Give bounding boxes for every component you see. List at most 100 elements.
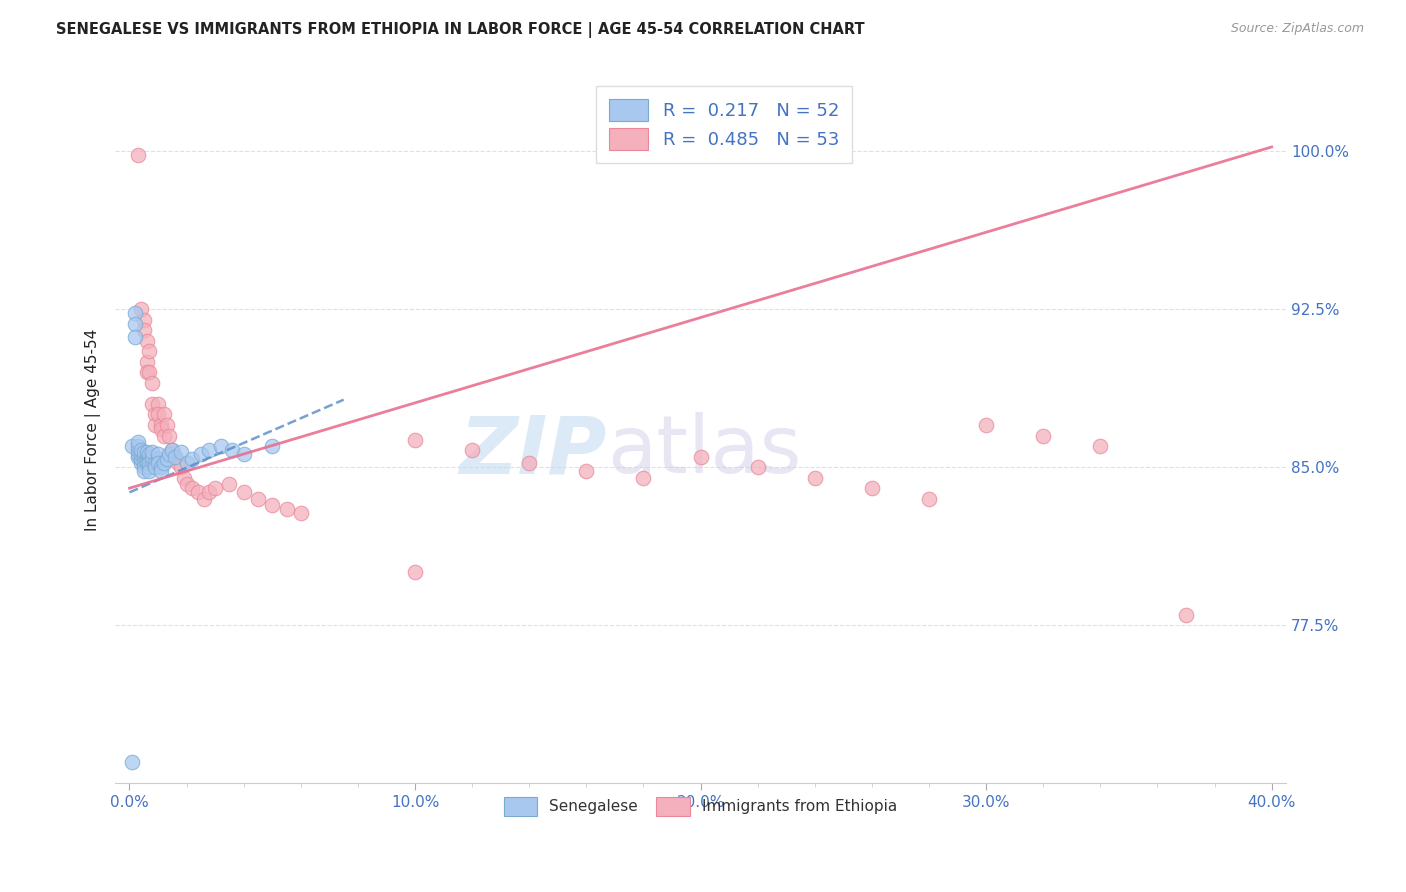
Point [246, 491, 269, 506]
Point [149, 417, 172, 432]
Point [152, 428, 174, 442]
Point [187, 485, 209, 500]
Text: atlas: atlas [607, 412, 801, 491]
Point [121, 755, 143, 769]
Point [173, 470, 195, 484]
Point [190, 447, 212, 461]
Point [132, 460, 155, 475]
Point [143, 408, 166, 422]
Point [129, 451, 152, 466]
Point [1032, 428, 1054, 442]
Point [193, 491, 215, 506]
Point [155, 417, 177, 432]
Y-axis label: In Labor Force | Age 45-54: In Labor Force | Age 45-54 [86, 329, 101, 532]
Point [124, 306, 146, 320]
Point [209, 439, 232, 453]
Point [146, 408, 169, 422]
Legend: Senegalese, Immigrants from Ethiopia: Senegalese, Immigrants from Ethiopia [495, 788, 907, 825]
Point [127, 447, 149, 461]
Point [127, 148, 149, 162]
Point [141, 397, 163, 411]
Point [143, 417, 166, 432]
Text: SENEGALESE VS IMMIGRANTS FROM ETHIOPIA IN LABOR FORCE | AGE 45-54 CORRELATION CH: SENEGALESE VS IMMIGRANTS FROM ETHIOPIA I… [56, 22, 865, 38]
Point [181, 481, 204, 495]
Point [461, 443, 484, 458]
Point [221, 443, 243, 458]
Point [132, 456, 155, 470]
Point [747, 460, 769, 475]
Point [132, 450, 155, 464]
Point [138, 451, 160, 466]
Point [138, 460, 160, 475]
Point [127, 443, 149, 458]
Point [138, 365, 160, 379]
Point [141, 450, 163, 464]
Point [276, 502, 298, 516]
Point [404, 433, 426, 447]
Point [138, 344, 160, 359]
Point [689, 450, 711, 464]
Point [262, 498, 284, 512]
Point [143, 456, 166, 470]
Point [204, 481, 226, 495]
Point [127, 450, 149, 464]
Point [170, 460, 193, 475]
Point [575, 464, 598, 478]
Point [127, 439, 149, 453]
Point [129, 443, 152, 458]
Point [149, 464, 172, 478]
Point [149, 422, 172, 436]
Point [159, 447, 181, 461]
Point [517, 456, 540, 470]
Point [135, 454, 157, 468]
Point [138, 447, 160, 461]
Point [170, 445, 193, 459]
Point [918, 491, 941, 506]
Point [138, 464, 160, 478]
Point [290, 507, 312, 521]
Point [152, 408, 174, 422]
Point [141, 454, 163, 468]
Point [162, 443, 184, 458]
Point [141, 445, 163, 459]
Point [167, 456, 190, 470]
Point [138, 456, 160, 470]
Point [218, 477, 240, 491]
Point [132, 464, 155, 478]
Point [132, 445, 155, 459]
Point [155, 451, 177, 466]
Point [132, 323, 155, 337]
Point [135, 365, 157, 379]
Point [143, 460, 166, 475]
Text: ZIP: ZIP [460, 412, 607, 491]
Point [262, 439, 284, 453]
Point [127, 434, 149, 449]
Point [129, 447, 152, 461]
Text: Source: ZipAtlas.com: Source: ZipAtlas.com [1230, 22, 1364, 36]
Point [135, 450, 157, 464]
Point [141, 376, 163, 390]
Point [135, 334, 157, 348]
Point [198, 443, 221, 458]
Point [146, 447, 169, 461]
Point [1090, 439, 1112, 453]
Point [146, 456, 169, 470]
Point [165, 450, 187, 464]
Point [146, 397, 169, 411]
Point [124, 317, 146, 331]
Point [132, 312, 155, 326]
Point [404, 566, 426, 580]
Point [135, 456, 157, 470]
Point [198, 485, 221, 500]
Point [129, 456, 152, 470]
Point [974, 417, 997, 432]
Point [232, 447, 254, 461]
Point [121, 439, 143, 453]
Point [135, 355, 157, 369]
Point [232, 485, 254, 500]
Point [1175, 607, 1198, 622]
Point [633, 470, 655, 484]
Point [162, 443, 184, 458]
Point [181, 451, 204, 466]
Point [804, 470, 827, 484]
